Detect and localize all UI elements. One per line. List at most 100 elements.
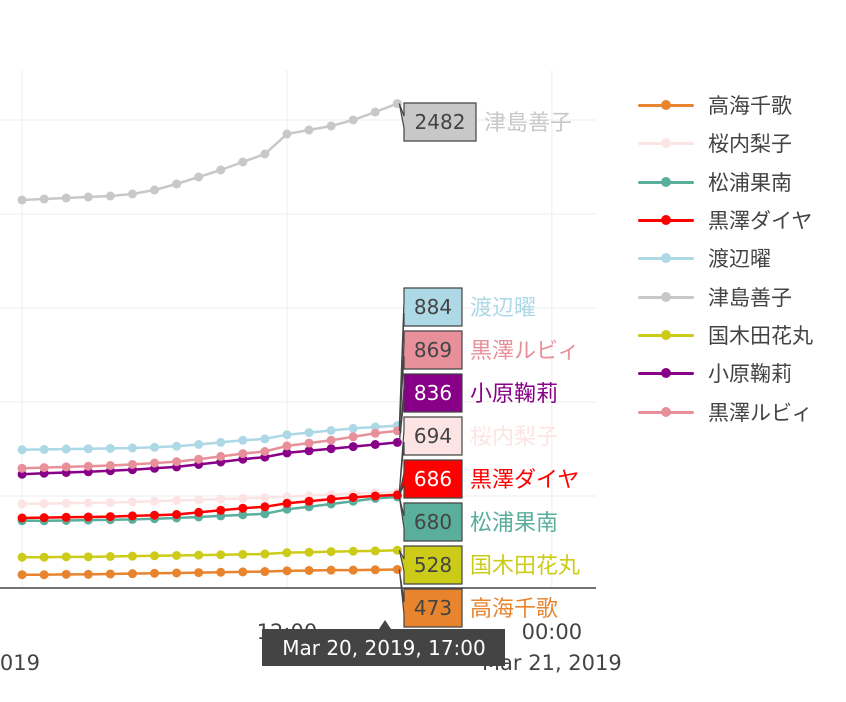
series-point-0-13: [304, 566, 314, 575]
hover-time-box: [262, 620, 505, 666]
series-point-5-12: [282, 129, 292, 139]
series-point-6-10: [238, 549, 248, 559]
series-8: [17, 426, 402, 473]
series-point-8-11: [260, 447, 270, 456]
x-tick-label-2: 00:00: [522, 620, 583, 644]
series-point-3-6: [150, 510, 160, 520]
hover-label-name-6: 松浦果南: [470, 511, 558, 536]
series-point-3-16: [370, 491, 380, 501]
legend-label: 渡辺曜: [708, 247, 771, 272]
series-point-5-10: [238, 157, 248, 167]
series-point-4-9: [216, 437, 226, 447]
series-point-5-6: [150, 185, 160, 195]
legend-item-0[interactable]: 高海千歌: [636, 86, 813, 124]
hover-label-name-3: 小原鞠莉: [470, 382, 558, 407]
hover-label-name-7: 国木田花丸: [470, 554, 580, 579]
series-point-8-10: [238, 449, 248, 459]
legend-item-2[interactable]: 松浦果南: [636, 163, 813, 201]
series-point-4-16: [370, 422, 380, 432]
series-point-4-15: [348, 423, 358, 433]
legend-swatch-dot: [661, 100, 671, 111]
series-point-6-14: [326, 547, 336, 557]
legend-item-7[interactable]: 小原鞠莉: [636, 354, 813, 392]
series-point-4-8: [194, 440, 204, 449]
hover-label-6: 680 松浦果南: [398, 496, 558, 542]
series-point-0-15: [348, 565, 358, 575]
legend: 高海千歌桜内梨子松浦果南 黒澤ダイヤ渡辺曜津島善子 国木田花丸小原鞠莉黒澤ルビィ: [636, 86, 813, 431]
hover-label-box-4: [398, 416, 463, 493]
legend-swatch-dot: [661, 368, 671, 379]
series-point-0-8: [194, 568, 204, 578]
legend-label: 小原鞠莉: [708, 362, 792, 387]
series-point-4-4: [105, 443, 115, 453]
series-point-0-11: [260, 567, 270, 577]
series-point-8-7: [172, 457, 182, 467]
series-point-8-2: [61, 462, 71, 472]
series-point-3-9: [216, 505, 226, 515]
series-point-5-8: [194, 172, 204, 182]
legend-swatch: [636, 287, 698, 307]
legend-swatch: [636, 133, 698, 153]
series-point-0-6: [150, 568, 160, 578]
series-point-4-2: [61, 444, 71, 454]
legend-swatch: [636, 210, 698, 230]
series-point-6-11: [260, 549, 270, 559]
series-point-6-5: [127, 551, 137, 561]
series-point-7-12: [282, 448, 292, 458]
series-point-6-6: [150, 551, 160, 561]
series-point-3-7: [172, 510, 182, 519]
series-point-2-10: [238, 510, 248, 520]
series-point-5-14: [326, 121, 336, 131]
legend-item-8[interactable]: 黒澤ルビィ: [636, 392, 813, 430]
legend-item-3[interactable]: 黒澤ダイヤ: [636, 201, 813, 239]
series-point-7-17: [392, 437, 402, 447]
series-point-8-13: [304, 438, 314, 448]
hover-label-2: 869 黒澤ルビィ: [398, 330, 580, 431]
legend-item-6[interactable]: 国木田花丸: [636, 316, 813, 354]
series-point-0-17: [392, 564, 402, 574]
series-point-3-2: [61, 512, 71, 522]
series-point-5-15: [348, 115, 358, 125]
hover-labels: 2482 津島善子 884 渡辺曜 869 黒澤ルビィ 836 小原鞠莉 694 桜内梨子 686 黒…: [398, 102, 580, 628]
series-point-3-4: [105, 512, 115, 522]
series-point-0-9: [216, 567, 226, 577]
series-5: [17, 99, 402, 205]
series-point-0-12: [282, 566, 292, 576]
series-point-3-3: [83, 512, 93, 522]
series-point-5-13: [304, 125, 314, 135]
legend-swatch-dot: [661, 138, 671, 149]
series-3: [17, 490, 402, 523]
hover-label-name-5: 黒澤ダイヤ: [470, 468, 579, 493]
hover-label-value-2: 869: [414, 338, 452, 362]
hover-label-value-7: 528: [414, 553, 452, 577]
series-point-5-9: [216, 165, 226, 175]
legend-swatch-dot: [661, 176, 671, 187]
series-point-5-5: [127, 189, 137, 199]
series-line-5: [22, 102, 398, 202]
series-point-4-3: [83, 444, 93, 454]
series-point-5-11: [260, 149, 270, 159]
series-point-3-12: [282, 498, 292, 508]
legend-item-5[interactable]: 津島善子: [636, 277, 813, 315]
series-point-7-14: [326, 444, 336, 454]
legend-item-4[interactable]: 渡辺曜: [636, 239, 813, 277]
series-point-5-2: [61, 193, 71, 203]
hover-label-value-6: 680: [414, 510, 452, 534]
hover-label-name-1: 渡辺曜: [470, 296, 536, 321]
series-point-7-13: [304, 446, 314, 456]
hover-label-box-5: [398, 459, 463, 499]
x-tick-sublabel-2: Mar 21, 2019: [482, 651, 622, 675]
legend-swatch-dot: [661, 291, 671, 302]
series-point-0-16: [370, 565, 380, 575]
series-point-6-1: [39, 552, 49, 562]
legend-item-1[interactable]: 桜内梨子: [636, 124, 813, 162]
series-line-6: [22, 548, 398, 559]
series-point-3-5: [127, 511, 137, 521]
series-point-4-1: [39, 444, 49, 454]
series-point-4-7: [172, 441, 182, 451]
series-6: [17, 545, 402, 562]
hover-label-7: 528 国木田花丸: [398, 545, 580, 585]
legend-label: 桜内梨子: [708, 132, 792, 157]
series-point-1-11: [260, 493, 270, 503]
